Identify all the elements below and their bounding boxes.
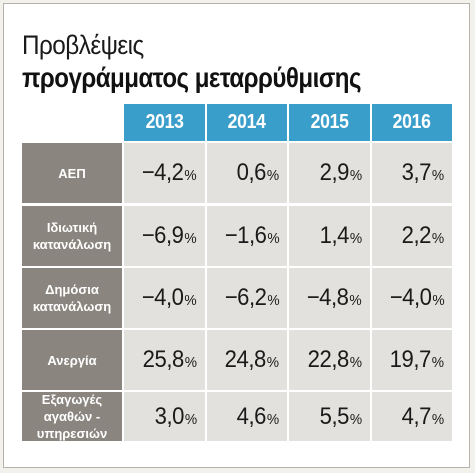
- value-text: −4,0%: [142, 284, 197, 311]
- percent-sign: %: [267, 292, 279, 309]
- row-label-line: αγαθών -: [43, 409, 101, 424]
- data-cell: 2,2%: [371, 206, 452, 266]
- chart-subtitle: προγράμματος μεταρρύθμισης: [22, 62, 362, 93]
- data-cell: 1,4%: [289, 206, 370, 266]
- data-cell: −4,0%: [124, 268, 205, 328]
- percent-sign: %: [267, 354, 279, 371]
- data-cell: −4,2%: [124, 143, 205, 203]
- percent-sign: %: [432, 354, 444, 371]
- row-label: Ιδιωτική κατανάλωση: [22, 206, 122, 266]
- row-label-line: κατανάλωση: [32, 237, 112, 252]
- percent-sign: %: [349, 292, 362, 309]
- value-text: −1,6%: [224, 222, 280, 249]
- data-cell: −6,2%: [206, 268, 287, 328]
- value-text: 19,7%: [390, 346, 444, 373]
- percent-sign: %: [349, 167, 362, 184]
- data-cell: 5,5%: [289, 392, 370, 441]
- percent-sign: %: [267, 230, 279, 247]
- value-text: −4,0%: [389, 284, 445, 311]
- data-cell: 25,8%: [124, 330, 205, 390]
- data-cell: 4,7%: [371, 392, 452, 441]
- percent-sign: %: [432, 292, 444, 309]
- row-label-line: Ανεργία: [47, 352, 97, 368]
- value-text: −4,2%: [142, 159, 197, 186]
- data-cell: 4,6%: [206, 392, 287, 441]
- data-cell: −6,9%: [124, 206, 205, 266]
- value-text: 4,7%: [401, 402, 445, 430]
- data-cell: 3,7%: [371, 143, 452, 203]
- data-cell: 24,8%: [206, 330, 287, 390]
- value-text: 4,6%: [236, 402, 280, 430]
- row-label-line: Εξαγωγές: [41, 392, 103, 407]
- data-cell: 3,0%: [124, 392, 205, 441]
- percent-sign: %: [184, 167, 197, 184]
- percent-sign: %: [349, 230, 362, 247]
- value-text: −6,2%: [224, 284, 280, 311]
- value-text: 25,8%: [142, 346, 197, 373]
- percent-sign: %: [184, 354, 197, 371]
- data-cell: 19,7%: [371, 330, 452, 390]
- row-label: Εξαγωγές αγαθών - υπηρεσιών: [22, 392, 122, 441]
- value-text: 0,6%: [236, 159, 280, 186]
- row-label-line: Ιδιωτική: [46, 220, 98, 235]
- value-text: 2,2%: [401, 222, 445, 249]
- value-text: 5,5%: [319, 402, 362, 430]
- forecast-table: 2013 2014 2015 2016 ΑΕΠ −4,2% 0,6% 2,9% 3,7% Ιδιω…: [22, 104, 452, 441]
- chart-title: Προβλέψεις: [22, 30, 144, 60]
- percent-sign: %: [432, 167, 444, 184]
- column-header-text: 2016: [392, 111, 431, 133]
- percent-sign: %: [432, 230, 444, 247]
- column-header-text: 2015: [310, 111, 349, 133]
- column-header-2013: 2013: [124, 104, 205, 141]
- column-header-text: 2013: [145, 111, 184, 133]
- column-header-2014: 2014: [206, 104, 287, 141]
- value-text: 3,7%: [401, 159, 445, 186]
- percent-sign: %: [267, 410, 279, 428]
- value-text: 22,8%: [307, 346, 362, 373]
- row-label: Δημόσια κατανάλωση: [22, 268, 122, 328]
- data-cell: 2,9%: [289, 143, 370, 203]
- data-cell: −1,6%: [206, 206, 287, 266]
- column-header-2016: 2016: [371, 104, 452, 141]
- value-text: −6,9%: [142, 222, 197, 249]
- column-header-2015: 2015: [289, 104, 370, 141]
- data-cell: 0,6%: [206, 143, 287, 203]
- percent-sign: %: [349, 410, 362, 428]
- value-text: 2,9%: [319, 159, 362, 186]
- percent-sign: %: [184, 230, 197, 247]
- row-label-line: κατανάλωση: [32, 299, 112, 314]
- data-cell: −4,0%: [371, 268, 452, 328]
- percent-sign: %: [432, 410, 444, 428]
- row-label: Ανεργία: [22, 330, 122, 390]
- value-text: −4,8%: [307, 284, 362, 311]
- percent-sign: %: [349, 354, 362, 371]
- value-text: 3,0%: [154, 402, 197, 430]
- percent-sign: %: [184, 292, 197, 309]
- row-label-line: ΑΕΠ: [58, 165, 86, 181]
- percent-sign: %: [184, 410, 197, 428]
- value-text: 24,8%: [225, 346, 279, 373]
- value-text: 1,4%: [319, 222, 362, 249]
- row-label-line: υπηρεσιών: [36, 426, 108, 441]
- percent-sign: %: [267, 167, 279, 184]
- data-cell: −4,8%: [289, 268, 370, 328]
- row-label-line: Δημόσια: [45, 282, 99, 297]
- row-label: ΑΕΠ: [22, 143, 122, 203]
- data-cell: 22,8%: [289, 330, 370, 390]
- column-header-text: 2014: [227, 111, 266, 133]
